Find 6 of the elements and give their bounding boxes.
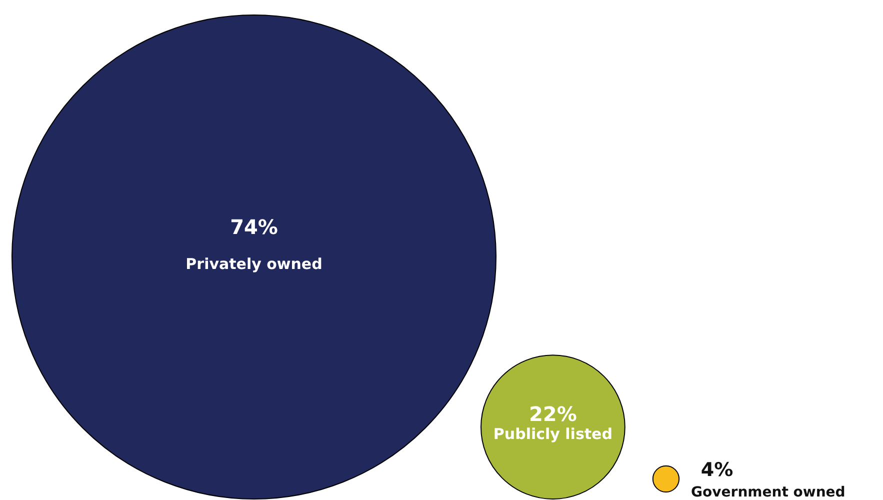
category-label: Privately owned	[186, 254, 322, 273]
data-label: 4%	[700, 458, 734, 481]
category-label: Government owned	[691, 484, 846, 500]
category-label: Publicly listed	[493, 424, 612, 443]
data-label: 22%	[529, 402, 577, 426]
data-label: 74%	[230, 215, 278, 240]
